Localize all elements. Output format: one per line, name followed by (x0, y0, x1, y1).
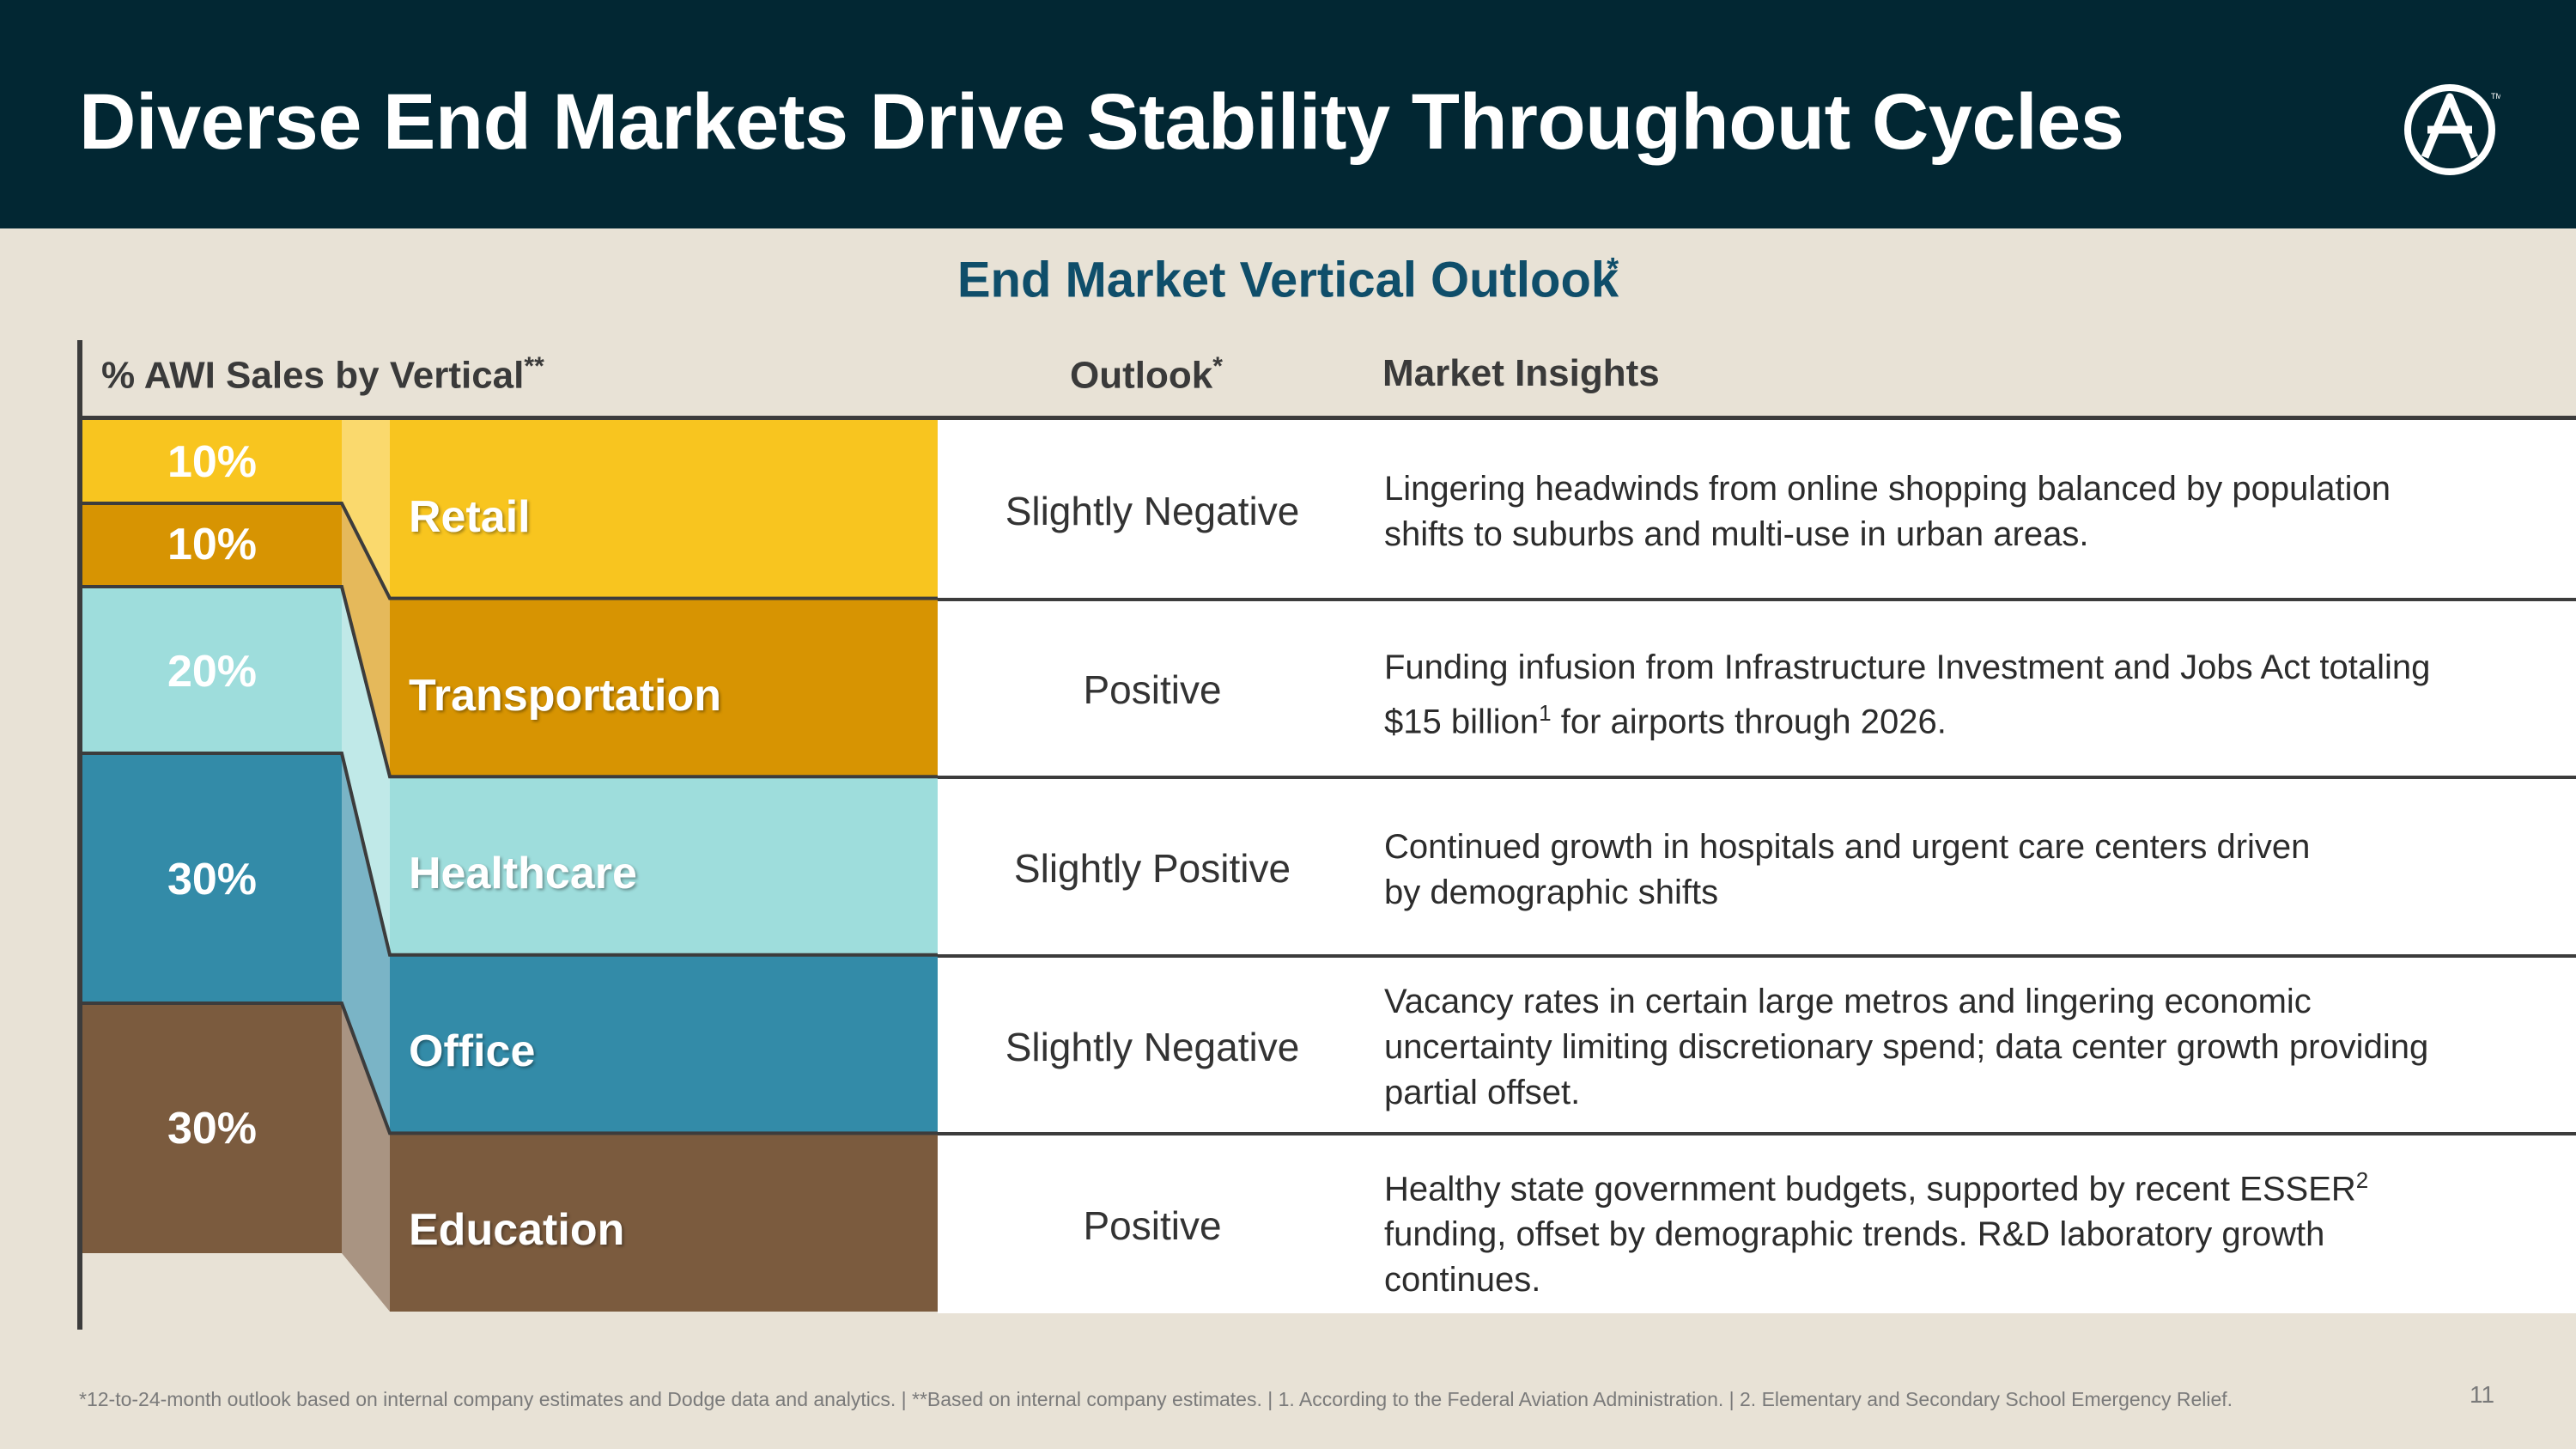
column-header-insights: Market Insights (1382, 352, 1660, 394)
vertical-label-healthcare: Healthcare (409, 849, 637, 898)
share-label-transportation: 10% (167, 520, 258, 569)
armstrong-a-logo-icon: TM (2404, 84, 2500, 175)
column-header-outlook: Outlook* (1070, 352, 1223, 397)
page-number: 11 (2470, 1381, 2495, 1408)
vertical-label-education: Education (409, 1205, 625, 1255)
connector-retail (342, 420, 390, 599)
connector-education (342, 1003, 390, 1312)
outlook-office: Slightly Negative (1005, 1025, 1300, 1069)
share-bar-education (82, 1003, 342, 1253)
boundary-line-education (82, 1002, 938, 1135)
outlook-healthcare: Slightly Positive (1013, 846, 1291, 891)
section-subtitle: End Market Vertical Outlook* (957, 251, 1619, 308)
share-bar-office (82, 753, 342, 1003)
connector-office (342, 753, 390, 1134)
share-bar-healthcare (82, 587, 342, 753)
row-divider (938, 776, 2576, 779)
share-bar-transportation (82, 503, 342, 587)
boundary-line-healthcare (82, 585, 938, 779)
left-axis-line (77, 340, 82, 1330)
footnote: *12-to-24-month outlook based on interna… (79, 1388, 2233, 1410)
row-divider (938, 1132, 2576, 1135)
boundary-line-transportation (82, 502, 938, 600)
insight-office: Vacancy rates in certain large metros an… (1384, 983, 2429, 1111)
row-block-transportation (390, 598, 938, 777)
share-label-retail: 10% (167, 437, 258, 487)
header-bar: Diverse End Markets Drive Stability Thro… (0, 0, 2576, 228)
vertical-label-office: Office (409, 1026, 536, 1076)
header-divider (82, 416, 2576, 420)
row-block-retail (390, 420, 938, 599)
svg-text:TM: TM (2491, 92, 2500, 100)
row-divider (938, 598, 2576, 601)
share-label-healthcare: 20% (167, 647, 258, 697)
insight-transportation: Funding infusion from Infrastructure Inv… (1384, 648, 2431, 741)
outlook-retail: Slightly Negative (1005, 489, 1300, 533)
insight-healthcare: Continued growth in hospitals and urgent… (1384, 828, 2311, 911)
vertical-label-transportation: Transportation (409, 671, 722, 721)
insight-education: Healthy state government budgets, suppor… (1384, 1167, 2369, 1300)
outlook-transportation: Positive (1083, 667, 1222, 712)
page-title: Diverse End Markets Drive Stability Thro… (79, 78, 2124, 166)
table-body-background (938, 420, 2576, 1313)
share-bar-retail (82, 420, 342, 503)
insight-retail: Lingering headwinds from online shopping… (1384, 470, 2391, 553)
row-block-office (390, 954, 938, 1134)
share-label-office: 30% (167, 855, 258, 904)
share-label-education: 30% (167, 1104, 258, 1154)
connector-healthcare (342, 587, 390, 955)
row-block-education (390, 1133, 938, 1312)
column-header-sales: % AWI Sales by Vertical** (101, 352, 544, 397)
connector-transportation (342, 503, 390, 777)
row-block-healthcare (390, 776, 938, 955)
outlook-education: Positive (1083, 1203, 1222, 1248)
row-divider (938, 954, 2576, 958)
vertical-label-retail: Retail (409, 492, 531, 542)
boundary-line-office (82, 752, 938, 957)
